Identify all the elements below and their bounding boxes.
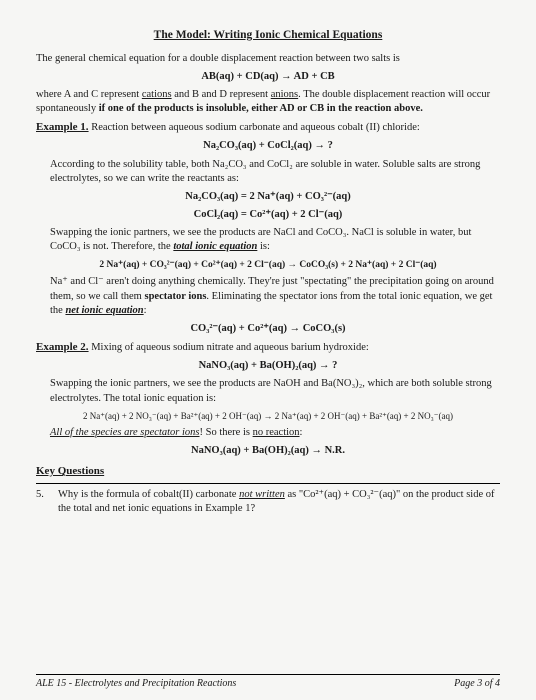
ex1-para1: According to the solubility table, both … — [50, 158, 500, 186]
example1-label: Example 1. — [36, 121, 89, 133]
example2-desc: Mixing of aqueous sodium nitrate and aqu… — [89, 342, 369, 353]
ex1-equation1: Na₂CO₃(aq) + CoCl₂(aq) → ? — [36, 139, 500, 153]
anions-word: anions — [271, 89, 298, 100]
net-ionic-equation-term: net ionic equation — [65, 305, 143, 316]
general-equation: AB(aq) + CD(aq) → AD + CB — [36, 70, 500, 84]
ex1-para3: Na⁺ and Cl⁻ aren't doing anything chemic… — [50, 275, 500, 318]
footer-right: Page 3 of 4 — [454, 677, 500, 691]
no-reaction-term: no reaction — [253, 427, 300, 438]
example1-desc: Reaction between aqueous sodium carbonat… — [89, 122, 420, 133]
all-species-spectator: All of the species are spectator ions — [50, 427, 200, 438]
example2-heading: Example 2. Mixing of aqueous sodium nitr… — [36, 340, 500, 355]
example1-heading: Example 1. Reaction between aqueous sodi… — [36, 120, 500, 135]
spectator-ions-term: spectator ions — [144, 291, 206, 302]
ex2-equation3: NaNO₃(aq) + Ba(OH)₂(aq) → N.R. — [36, 444, 500, 458]
page-title: The Model: Writing Ionic Chemical Equati… — [36, 28, 500, 44]
footer-left: ALE 15 - Electrolytes and Precipitation … — [36, 677, 236, 691]
page-footer: ALE 15 - Electrolytes and Precipitation … — [36, 674, 500, 691]
intro-explanation: where A and C represent cations and B an… — [36, 88, 500, 116]
ex2-para2: All of the species are spectator ions! S… — [50, 426, 500, 440]
condition-text: if one of the products is insoluble, eit… — [99, 103, 423, 114]
ex1-equation5: CO₃²⁻(aq) + Co²⁺(aq) → CoCO₃(s) — [36, 322, 500, 336]
text: ! So there is — [200, 427, 253, 438]
key-questions-heading: Key Questions — [36, 464, 500, 479]
not-written-term: not written — [239, 489, 285, 500]
text: is: — [257, 241, 270, 252]
question-number: 5. — [36, 488, 50, 516]
ex1-para2: Swapping the ionic partners, we see the … — [50, 226, 500, 254]
divider — [36, 483, 500, 484]
question-5: 5. Why is the formula of cobalt(II) carb… — [36, 488, 500, 516]
text: : — [144, 305, 147, 316]
ex1-equation2: Na₂CO₃(aq) = 2 Na⁺(aq) + CO₃²⁻(aq) — [36, 190, 500, 204]
text: : — [300, 427, 303, 438]
ex1-equation3: CoCl₂(aq) = Co²⁺(aq) + 2 Cl⁻(aq) — [36, 208, 500, 222]
question-text: Why is the formula of cobalt(II) carbona… — [58, 488, 500, 516]
text: Why is the formula of cobalt(II) carbona… — [58, 489, 239, 500]
ex1-equation4: 2 Na⁺(aq) + CO₃²⁻(aq) + Co²⁺(aq) + 2 Cl⁻… — [36, 259, 500, 272]
text: and B and D represent — [172, 89, 271, 100]
ex2-equation1: NaNO₃(aq) + Ba(OH)₂(aq) → ? — [36, 359, 500, 373]
ex2-equation2: 2 Na⁺(aq) + 2 NO₃⁻(aq) + Ba²⁺(aq) + 2 OH… — [36, 410, 500, 422]
example2-label: Example 2. — [36, 341, 89, 353]
cations-word: cations — [142, 89, 172, 100]
ex2-para1: Swapping the ionic partners, we see the … — [50, 377, 500, 405]
total-ionic-equation-term: total ionic equation — [173, 241, 257, 252]
intro-text: The general chemical equation for a doub… — [36, 52, 500, 66]
text: where A and C represent — [36, 89, 142, 100]
